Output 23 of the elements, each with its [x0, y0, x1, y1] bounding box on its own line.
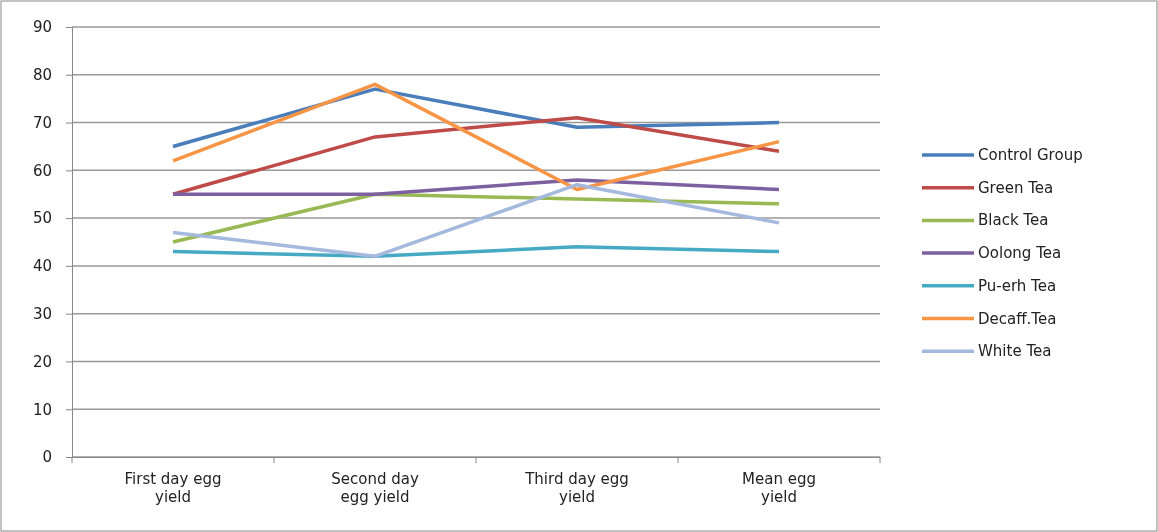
legend-label: Control Group — [978, 146, 1083, 164]
legend-label: Green Tea — [978, 178, 1054, 197]
x-tick-label: Mean egg yield — [742, 469, 816, 507]
line-series — [171, 182, 781, 259]
y-tick-label: 20 — [32, 352, 52, 371]
legend-label: Black Tea — [978, 211, 1049, 230]
x-tick-label: First day egg yield — [124, 469, 222, 507]
y-tick-label: 80 — [32, 66, 52, 85]
y-tick-label: 70 — [32, 113, 52, 132]
legend-label: Decaff.Tea — [978, 309, 1057, 328]
y-tick-label: 60 — [32, 161, 52, 180]
y-tick-label: 40 — [32, 257, 52, 276]
x-tick-label: Third day egg yield — [524, 469, 629, 507]
y-tick-label: 50 — [32, 209, 52, 228]
legend-label: Pu-erh Tea — [978, 276, 1057, 295]
y-tick-label: 0 — [42, 448, 52, 467]
y-tick-label: 90 — [32, 18, 52, 37]
line-series — [171, 82, 781, 192]
x-tick-label: Second day egg yield — [331, 469, 419, 507]
legend-label: White Tea — [978, 342, 1052, 361]
y-tick-label: 30 — [32, 304, 52, 323]
legend-label: Oolong Tea — [978, 244, 1062, 263]
y-tick-label: 10 — [32, 400, 52, 419]
